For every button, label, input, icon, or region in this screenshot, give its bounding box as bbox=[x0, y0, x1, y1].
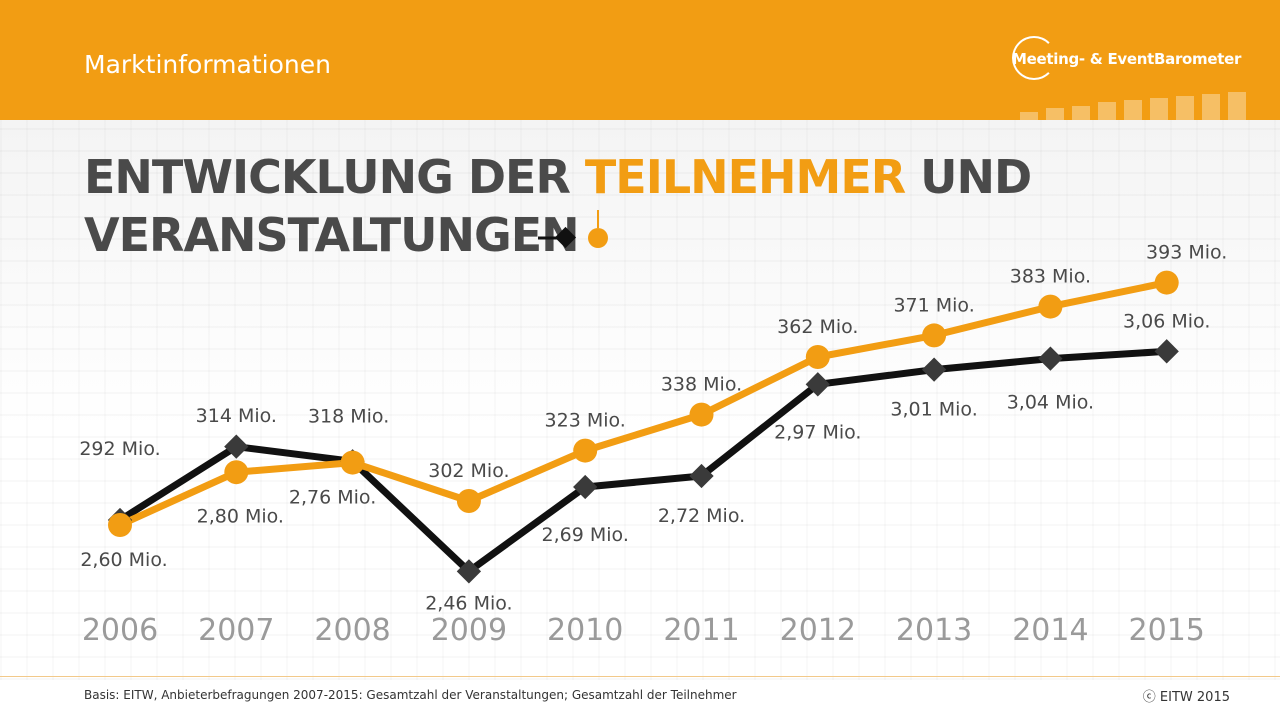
data-point-teilnehmer bbox=[456, 489, 481, 513]
data-point-teilnehmer bbox=[922, 323, 947, 348]
data-point-teilnehmer bbox=[573, 438, 598, 463]
title-part-1: ENTWICKLUNG DER bbox=[84, 150, 585, 204]
data-point-teilnehmer bbox=[805, 345, 830, 369]
source-note: Basis: EITW, Anbieterbefragungen 2007-20… bbox=[84, 688, 737, 702]
data-label-teilnehmer: 292 Mio. bbox=[79, 438, 160, 460]
x-tick-label: 2006 bbox=[82, 613, 158, 648]
data-point-teilnehmer bbox=[689, 402, 714, 427]
series-line-teilnehmer bbox=[118, 279, 1168, 529]
logo-ring bbox=[1012, 36, 1056, 80]
data-label-teilnehmer: 314 Mio. bbox=[196, 405, 277, 427]
x-tick-label: 2008 bbox=[314, 613, 390, 648]
data-label-veranstaltungen: 2,76 Mio. bbox=[289, 486, 376, 508]
data-label-teilnehmer: 318 Mio. bbox=[308, 406, 389, 428]
title-line-2: VERANSTALTUNGEN bbox=[84, 206, 984, 264]
data-label-veranstaltungen: 3,04 Mio. bbox=[1007, 392, 1094, 414]
data-point-veranstaltungen bbox=[224, 434, 249, 459]
background-pattern bbox=[0, 120, 1280, 680]
data-label-teilnehmer: 383 Mio. bbox=[1010, 266, 1091, 288]
x-tick-label: 2010 bbox=[547, 613, 623, 648]
data-label-veranstaltungen: 3,01 Mio. bbox=[890, 399, 977, 421]
data-label-teilnehmer: 338 Mio. bbox=[661, 374, 742, 396]
x-tick-label: 2007 bbox=[198, 613, 274, 648]
data-label-veranstaltungen: 2,72 Mio. bbox=[658, 505, 745, 527]
logo-bars-graphic bbox=[1018, 0, 1246, 120]
data-label-teilnehmer: 393 Mio. bbox=[1146, 242, 1227, 264]
x-tick-label: 2009 bbox=[431, 613, 507, 648]
title-highlight: TEILNEHMER bbox=[584, 150, 906, 204]
copyright: ⓒ EITW 2015 bbox=[1142, 690, 1230, 705]
data-point-veranstaltungen bbox=[573, 474, 598, 500]
section-title: Marktinformationen bbox=[84, 50, 331, 79]
data-point-veranstaltungen bbox=[456, 559, 482, 584]
page-title: ENTWICKLUNG DER TEILNEHMER UND VERANSTAL… bbox=[84, 148, 1032, 264]
x-tick-label: 2015 bbox=[1129, 613, 1205, 648]
data-label-veranstaltungen: 2,69 Mio. bbox=[542, 524, 629, 546]
data-point-teilnehmer bbox=[340, 450, 365, 475]
x-tick-label: 2014 bbox=[1012, 613, 1088, 648]
data-label-teilnehmer: 302 Mio. bbox=[428, 460, 509, 482]
title-line-1: ENTWICKLUNG DER TEILNEHMER UND bbox=[84, 148, 1032, 206]
logo: Meeting- & EventBarometer bbox=[1012, 50, 1242, 68]
legend-diamond-icon bbox=[554, 226, 577, 249]
footer-divider bbox=[0, 676, 1280, 677]
title-line-2-text: VERANSTALTUNGEN bbox=[84, 208, 580, 262]
data-point-veranstaltungen bbox=[689, 463, 714, 489]
data-point-teilnehmer bbox=[1154, 270, 1179, 295]
legend-circle-icon bbox=[588, 228, 608, 248]
data-label-veranstaltungen: 2,60 Mio. bbox=[80, 549, 167, 571]
data-point-teilnehmer bbox=[1038, 294, 1063, 319]
x-tick-label: 2011 bbox=[663, 613, 739, 648]
data-label-teilnehmer: 362 Mio. bbox=[777, 316, 858, 338]
data-point-veranstaltungen bbox=[1038, 346, 1063, 371]
series-line-veranstaltungen bbox=[118, 347, 1167, 575]
x-tick-label: 2012 bbox=[780, 613, 856, 648]
data-point-veranstaltungen bbox=[1154, 339, 1179, 364]
data-label-veranstaltungen: 2,46 Mio. bbox=[425, 592, 512, 614]
legend-markers bbox=[538, 210, 608, 249]
x-tick-label: 2013 bbox=[896, 613, 972, 648]
data-point-veranstaltungen bbox=[805, 372, 830, 397]
data-label-veranstaltungen: 2,80 Mio. bbox=[197, 506, 284, 528]
data-label-veranstaltungen: 3,06 Mio. bbox=[1123, 310, 1210, 332]
data-label-teilnehmer: 323 Mio. bbox=[545, 410, 626, 432]
data-point-veranstaltungen bbox=[921, 357, 947, 382]
data-point-teilnehmer bbox=[108, 513, 132, 537]
data-point-teilnehmer bbox=[224, 460, 249, 485]
title-part-2: UND bbox=[905, 150, 1032, 204]
header-bar: Marktinformationen Meeting- & EventBarom… bbox=[0, 0, 1280, 120]
data-label-teilnehmer: 371 Mio. bbox=[893, 294, 974, 316]
data-label-veranstaltungen: 2,97 Mio. bbox=[774, 421, 861, 443]
